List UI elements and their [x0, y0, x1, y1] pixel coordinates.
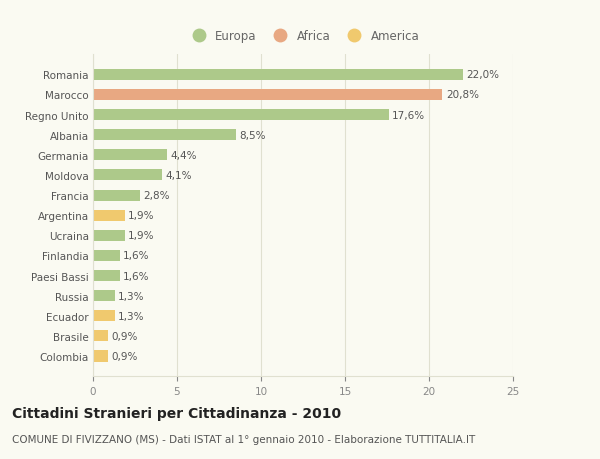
Bar — [93, 110, 389, 121]
Bar — [93, 190, 140, 201]
Bar — [93, 351, 108, 362]
Bar — [93, 210, 125, 221]
Text: 1,9%: 1,9% — [128, 231, 155, 241]
Text: COMUNE DI FIVIZZANO (MS) - Dati ISTAT al 1° gennaio 2010 - Elaborazione TUTTITAL: COMUNE DI FIVIZZANO (MS) - Dati ISTAT al… — [12, 434, 475, 444]
Legend: Europa, Africa, America: Europa, Africa, America — [187, 30, 419, 43]
Text: 1,6%: 1,6% — [123, 251, 150, 261]
Bar — [93, 230, 125, 241]
Bar — [93, 311, 115, 322]
Bar — [93, 250, 120, 262]
Text: 20,8%: 20,8% — [446, 90, 479, 100]
Bar — [93, 330, 108, 341]
Bar — [93, 291, 115, 302]
Text: 8,5%: 8,5% — [239, 130, 266, 140]
Bar — [93, 90, 442, 101]
Text: 1,3%: 1,3% — [118, 291, 145, 301]
Text: Cittadini Stranieri per Cittadinanza - 2010: Cittadini Stranieri per Cittadinanza - 2… — [12, 406, 341, 420]
Bar — [93, 70, 463, 81]
Bar — [93, 130, 236, 141]
Text: 0,9%: 0,9% — [112, 351, 138, 361]
Text: 22,0%: 22,0% — [466, 70, 499, 80]
Text: 1,9%: 1,9% — [128, 211, 155, 221]
Bar — [93, 270, 120, 281]
Text: 0,9%: 0,9% — [112, 331, 138, 341]
Text: 4,1%: 4,1% — [165, 171, 192, 180]
Text: 17,6%: 17,6% — [392, 110, 425, 120]
Text: 1,6%: 1,6% — [123, 271, 150, 281]
Text: 1,3%: 1,3% — [118, 311, 145, 321]
Text: 4,4%: 4,4% — [170, 151, 197, 161]
Bar — [93, 170, 162, 181]
Bar — [93, 150, 167, 161]
Text: 2,8%: 2,8% — [143, 190, 170, 201]
